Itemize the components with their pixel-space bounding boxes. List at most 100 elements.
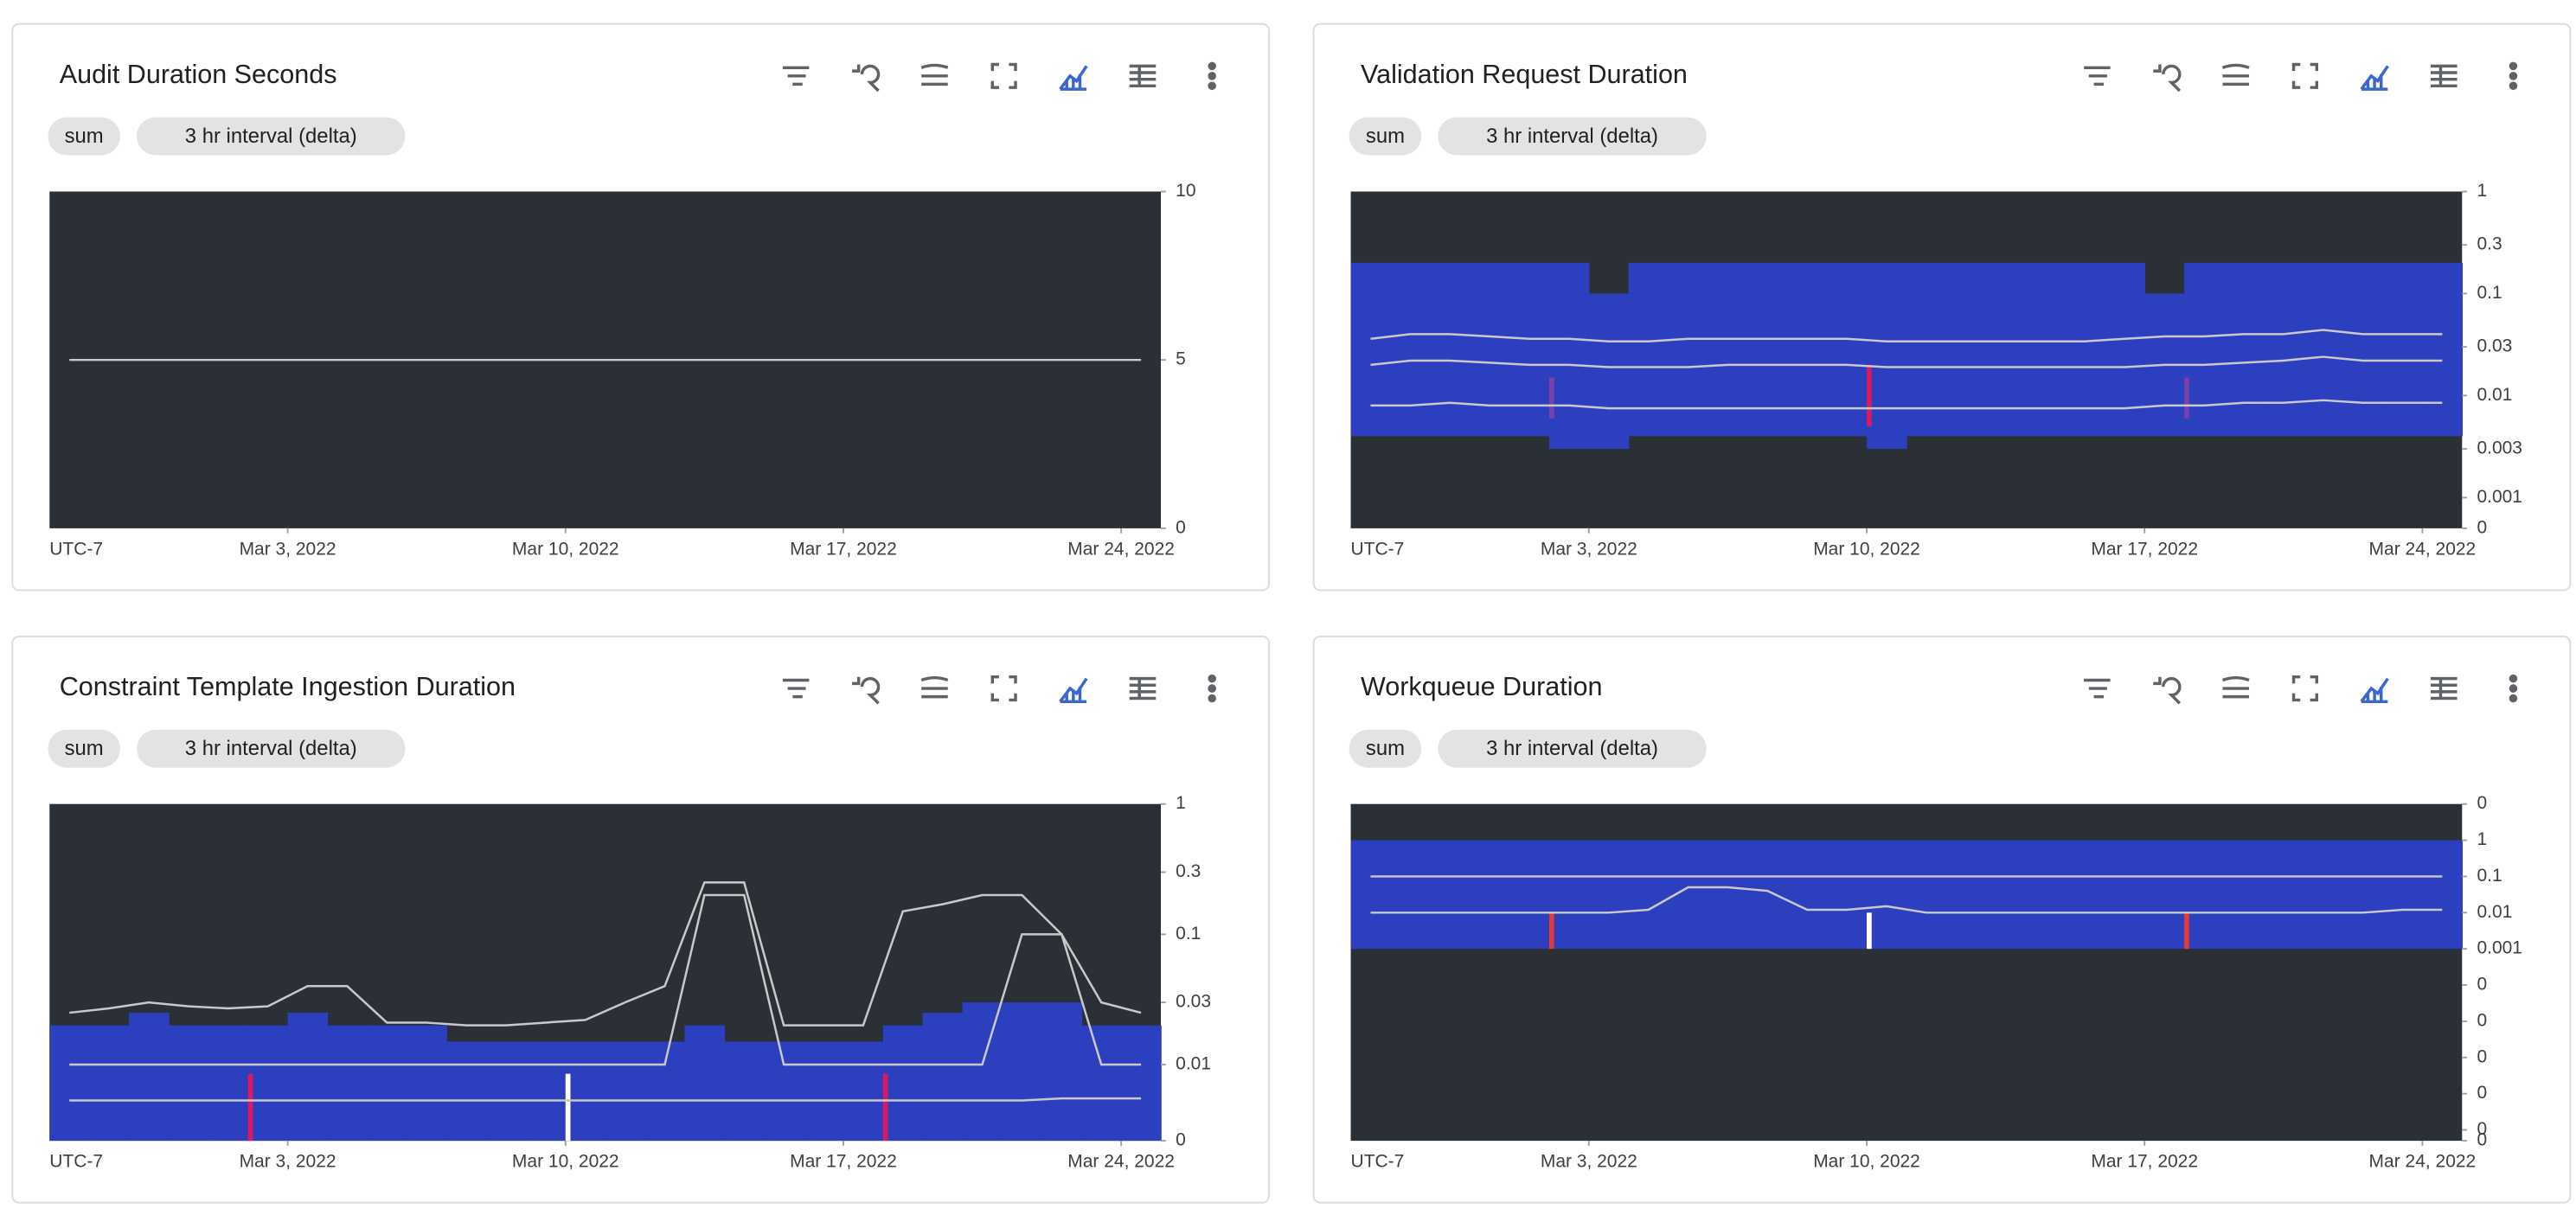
- heatmap-spike: [1548, 912, 1554, 950]
- y-tick-label: 0: [2477, 1046, 2487, 1066]
- toolbar-button[interactable]: [990, 675, 1017, 702]
- icon-dot: [1208, 694, 1216, 703]
- icon-dot: [2509, 694, 2518, 703]
- toolbar-button[interactable]: [2291, 675, 2319, 702]
- icon-stroke: [2431, 64, 2457, 88]
- x-tick-label: Mar 3, 2022: [240, 539, 336, 559]
- toolbar-button[interactable]: [990, 62, 1017, 89]
- icon-dot: [2509, 684, 2518, 693]
- heatmap-cell: [1470, 262, 1510, 437]
- toolbar-button[interactable]: [920, 63, 949, 86]
- filter-chip-label: sum: [1366, 125, 1405, 148]
- y-tick-label: 10: [1176, 181, 1195, 201]
- toolbar-button[interactable]: [2509, 61, 2518, 91]
- heatmap-cell: [565, 1041, 606, 1142]
- heatmap-cell: [1628, 262, 1669, 437]
- toolbar-button[interactable]: [1208, 674, 1216, 703]
- heatmap-cell: [129, 1013, 170, 1142]
- icon-stroke: [990, 62, 1017, 89]
- toolbar-button[interactable]: [2153, 676, 2182, 705]
- toolbar-button[interactable]: [2084, 678, 2111, 699]
- icon-stroke: [2153, 64, 2182, 93]
- icon-stroke: [782, 66, 810, 86]
- toolbar-button[interactable]: [2360, 677, 2389, 704]
- heatmap-cell: [367, 1025, 407, 1142]
- toolbar-button[interactable]: [852, 64, 881, 93]
- y-tick-label: 5: [1176, 349, 1186, 369]
- y-tick-label: 0: [2477, 1010, 2487, 1030]
- toolbar-button[interactable]: [782, 678, 810, 699]
- toolbar-button[interactable]: [1129, 64, 1157, 88]
- toolbar-button[interactable]: [2221, 675, 2250, 699]
- heatmap-cell: [2184, 262, 2225, 437]
- filter-chip-label: 3 hr interval (delta): [1486, 125, 1658, 148]
- filter-chip[interactable]: [1349, 117, 1422, 156]
- filter-chip[interactable]: [137, 117, 406, 156]
- y-tick-label: 1: [2477, 181, 2487, 201]
- icon-dot: [2509, 61, 2518, 71]
- x-tick-label: Mar 24, 2022: [1067, 539, 1175, 559]
- toolbar-button[interactable]: [782, 66, 810, 86]
- heatmap-cell: [247, 1025, 289, 1142]
- toolbar-button[interactable]: [1059, 677, 1088, 704]
- heatmap-cell: [1390, 840, 1432, 950]
- y-tick-label: 0.1: [2477, 866, 2502, 886]
- icon-dot: [2509, 674, 2518, 683]
- heatmap-cell: [1945, 262, 1987, 437]
- toolbar-button[interactable]: [2360, 65, 2389, 91]
- filter-chip[interactable]: [48, 729, 120, 768]
- heatmap-cell: [1470, 840, 1510, 950]
- filter-chip[interactable]: [1438, 117, 1707, 156]
- heatmap-cell: [2422, 262, 2464, 437]
- heatmap-cell: [2382, 840, 2424, 950]
- heatmap-cell: [2342, 262, 2384, 437]
- toolbar-button[interactable]: [920, 675, 949, 699]
- toolbar-button[interactable]: [1208, 61, 1216, 91]
- percentile-line: [69, 893, 1142, 1066]
- heatmap-cell: [1588, 840, 1630, 950]
- toolbar-button[interactable]: [1059, 65, 1088, 91]
- heatmap-cell: [1708, 262, 1749, 437]
- x-tick-label: Mar 3, 2022: [240, 1151, 336, 1171]
- toolbar-button[interactable]: [2431, 64, 2457, 88]
- x-axis-timezone: UTC-7: [1351, 1151, 1405, 1171]
- heatmap-cell: [804, 1041, 844, 1142]
- icon-stroke: [1129, 64, 1157, 88]
- toolbar-button[interactable]: [2291, 62, 2319, 89]
- filter-chip-label: 3 hr interval (delta): [185, 125, 357, 148]
- icon-stroke: [990, 675, 1017, 702]
- x-tick-label: Mar 24, 2022: [2369, 539, 2477, 559]
- heatmap-spike: [1867, 912, 1872, 950]
- y-tick-label: 0: [2477, 1119, 2487, 1139]
- toolbar-button[interactable]: [2153, 64, 2182, 93]
- y-tick-label: 0.3: [2477, 234, 2502, 254]
- y-tick-label: 0.03: [2477, 336, 2512, 356]
- heatmap-cell: [1509, 840, 1550, 950]
- heatmap-cell: [287, 1013, 329, 1142]
- filter-chip-label: 3 hr interval (delta): [1486, 737, 1658, 760]
- heatmap-cell: [1867, 840, 1907, 950]
- heatmap-cell: [1827, 840, 1868, 950]
- filter-chip[interactable]: [48, 117, 120, 156]
- toolbar-button[interactable]: [2509, 674, 2518, 703]
- filter-chip[interactable]: [137, 729, 406, 768]
- filter-chip[interactable]: [1349, 729, 1422, 768]
- heatmap-cell: [1002, 1002, 1043, 1142]
- chart-panel: Constraint Template Ingestion Duration su…: [11, 635, 1271, 1204]
- toolbar-button[interactable]: [2431, 676, 2457, 700]
- x-tick-label: Mar 17, 2022: [790, 1151, 897, 1171]
- filter-chip[interactable]: [1438, 729, 1707, 768]
- heatmap-cell: [1430, 262, 1471, 437]
- heatmap-cell: [49, 1025, 90, 1142]
- heatmap-cell: [407, 1025, 447, 1142]
- chart-title: Audit Duration Seconds: [60, 60, 337, 89]
- toolbar-button[interactable]: [2221, 63, 2250, 86]
- toolbar-button[interactable]: [1129, 676, 1157, 700]
- toolbar-button[interactable]: [2084, 66, 2111, 86]
- x-tick-label: Mar 3, 2022: [1541, 1151, 1637, 1171]
- y-tick-label: 0: [2477, 793, 2487, 813]
- y-tick-label: 0.1: [2477, 283, 2502, 303]
- toolbar-button[interactable]: [852, 676, 881, 705]
- percentile-line: [1370, 886, 2443, 914]
- heatmap-cell: [1041, 1002, 1083, 1142]
